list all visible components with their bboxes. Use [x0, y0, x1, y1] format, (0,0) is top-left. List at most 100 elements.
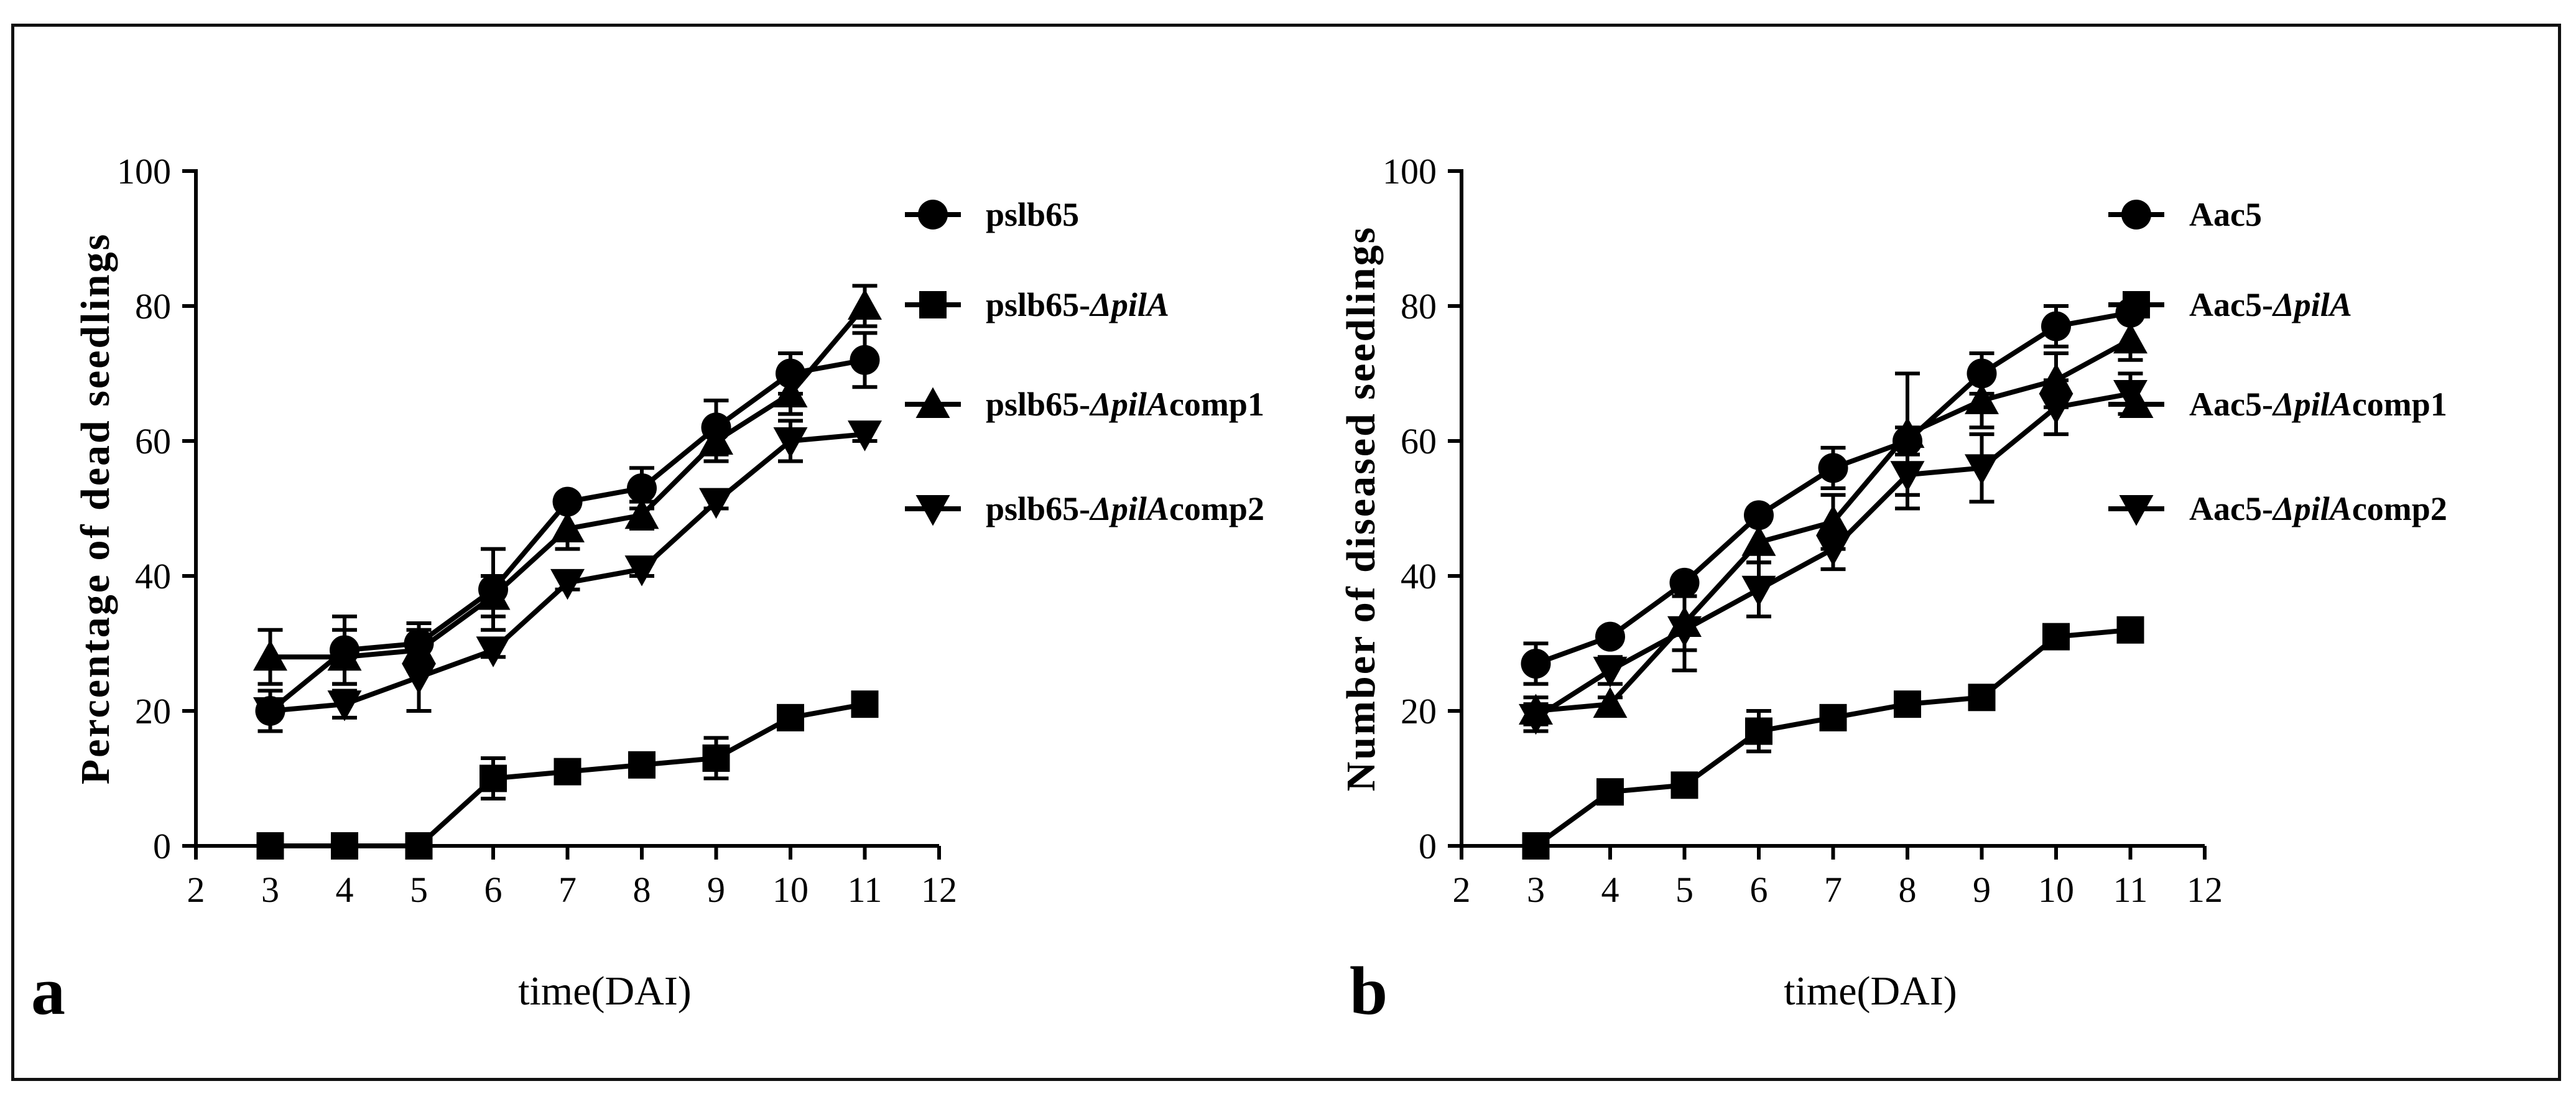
legend-label-gene: ΔpilA [1089, 490, 1169, 527]
legend-label: pslb65 [986, 196, 1079, 233]
data-point [554, 758, 581, 786]
legend-label: pslb65-ΔpilA [986, 286, 1169, 323]
x-tick-label: 10 [2038, 870, 2074, 910]
y-tick-label: 80 [135, 286, 171, 327]
series-line [270, 304, 867, 660]
data-point [627, 473, 657, 503]
legend-label-suffix: comp2 [1169, 490, 1264, 527]
panel-a: 2 3 4 5 6 7 8 9 10 11 12 0 20 40 60 80 100 Percentage of … [31, 151, 1264, 1029]
legend-marker [2123, 291, 2150, 318]
x-tick-label: 3 [1527, 870, 1545, 910]
data-point [1522, 832, 1550, 860]
data-point [1593, 687, 1628, 718]
x-axis-label: time(DAI) [1784, 968, 1957, 1014]
data-point [2039, 393, 2073, 425]
data-point [777, 703, 804, 731]
series-square [1522, 616, 2144, 860]
legend-label: Aac5-ΔpilA [2189, 286, 2352, 323]
data-point [624, 498, 659, 529]
data-point [331, 832, 358, 860]
x-tick-label: 10 [772, 870, 808, 910]
legend-label-gene: ΔpilA [2272, 490, 2352, 527]
data-point [1819, 703, 1847, 731]
data-point [1519, 703, 1553, 735]
legend-marker [918, 200, 948, 230]
legend-label: Aac5-ΔpilAcomp2 [2189, 490, 2447, 527]
legend-entry: Aac5-ΔpilAcomp1 [2108, 386, 2447, 423]
legend-label: Aac5-ΔpilAcomp1 [2189, 386, 2447, 423]
data-point [476, 636, 511, 667]
legend-label-base: Aac5- [2189, 386, 2273, 423]
data-point [851, 690, 879, 718]
data-point [550, 568, 585, 600]
legend-entry: pslb65-ΔpilA [905, 286, 1169, 323]
series-square [256, 690, 879, 860]
data-point [1596, 778, 1624, 806]
series-triangle-down [253, 419, 882, 733]
y-tick-label: 100 [117, 151, 171, 192]
data-point [702, 744, 730, 772]
y-tick-label: 0 [153, 826, 171, 866]
y-tick-label: 80 [1401, 286, 1437, 327]
y-tick-label: 0 [1419, 826, 1437, 866]
y-tick-label: 20 [1401, 691, 1437, 731]
x-tick-label: 5 [1675, 870, 1693, 910]
x-tick-label: 6 [1750, 870, 1768, 910]
data-point [1741, 575, 1776, 607]
data-point [624, 555, 659, 587]
data-point [1521, 649, 1551, 679]
data-point [253, 639, 287, 671]
legend-label-gene: ΔpilA [2272, 286, 2352, 323]
legend-label-base: pslb65- [986, 386, 1090, 423]
data-point [1745, 717, 1772, 745]
y-tick-label: 60 [135, 421, 171, 462]
data-point [1593, 656, 1628, 688]
data-point [628, 751, 656, 779]
legend-marker [919, 291, 947, 318]
data-point [476, 579, 511, 610]
x-tick-label: 9 [707, 870, 725, 910]
y-tick-label: 40 [1401, 556, 1437, 596]
legend-label-suffix: comp1 [2352, 386, 2447, 423]
legend-label: pslb65-ΔpilAcomp1 [986, 386, 1264, 423]
data-point [1894, 690, 1921, 718]
x-tick-label: 2 [187, 870, 205, 910]
legend-entry: Aac5-ΔpilAcomp2 [2108, 490, 2447, 527]
legend-entry: Aac5-ΔpilA [2108, 286, 2352, 323]
y-tick-label: 60 [1401, 421, 1437, 462]
x-tick-label: 5 [410, 870, 428, 910]
x-tick-label: 11 [848, 870, 883, 910]
y-tick-label: 40 [135, 556, 171, 596]
data-point [1965, 383, 1999, 414]
legend-label-base: pslb65- [986, 490, 1090, 527]
x-tick-label: 8 [1899, 870, 1917, 910]
legend-marker [915, 387, 950, 418]
x-tick-label: 9 [1973, 870, 1991, 910]
x-tick-label: 2 [1453, 870, 1471, 910]
data-point [2041, 311, 2071, 341]
data-point [1595, 621, 1625, 652]
legend-label: Aac5 [2189, 196, 2262, 233]
data-point [2113, 380, 2147, 411]
legend-label-base: pslb65- [986, 286, 1090, 323]
legend-marker [2121, 200, 2151, 230]
data-point [1890, 461, 1925, 492]
y-tick-label: 100 [1383, 151, 1437, 192]
x-tick-label: 8 [633, 870, 651, 910]
data-point [848, 420, 882, 452]
legend-label-base: pslb65 [986, 196, 1079, 233]
panel-b: 2 3 4 5 6 7 8 9 10 11 12 0 20 40 60 80 100 Number of dise… [1338, 151, 2447, 1029]
x-tick-label: 3 [261, 870, 279, 910]
data-point [402, 663, 436, 695]
data-point [2116, 616, 2144, 644]
x-tick-label: 4 [336, 870, 354, 910]
data-point [480, 764, 507, 792]
legend-label-suffix: comp2 [2352, 490, 2447, 527]
data-point [1818, 453, 1848, 483]
legend-label-gene: ΔpilA [1089, 286, 1169, 323]
legend-entry: pslb65 [905, 196, 1079, 233]
x-axis-label: time(DAI) [518, 968, 692, 1014]
y-tick-label: 20 [135, 691, 171, 731]
legend-label-base: Aac5- [2189, 286, 2273, 323]
x-tick-label: 12 [921, 870, 957, 910]
